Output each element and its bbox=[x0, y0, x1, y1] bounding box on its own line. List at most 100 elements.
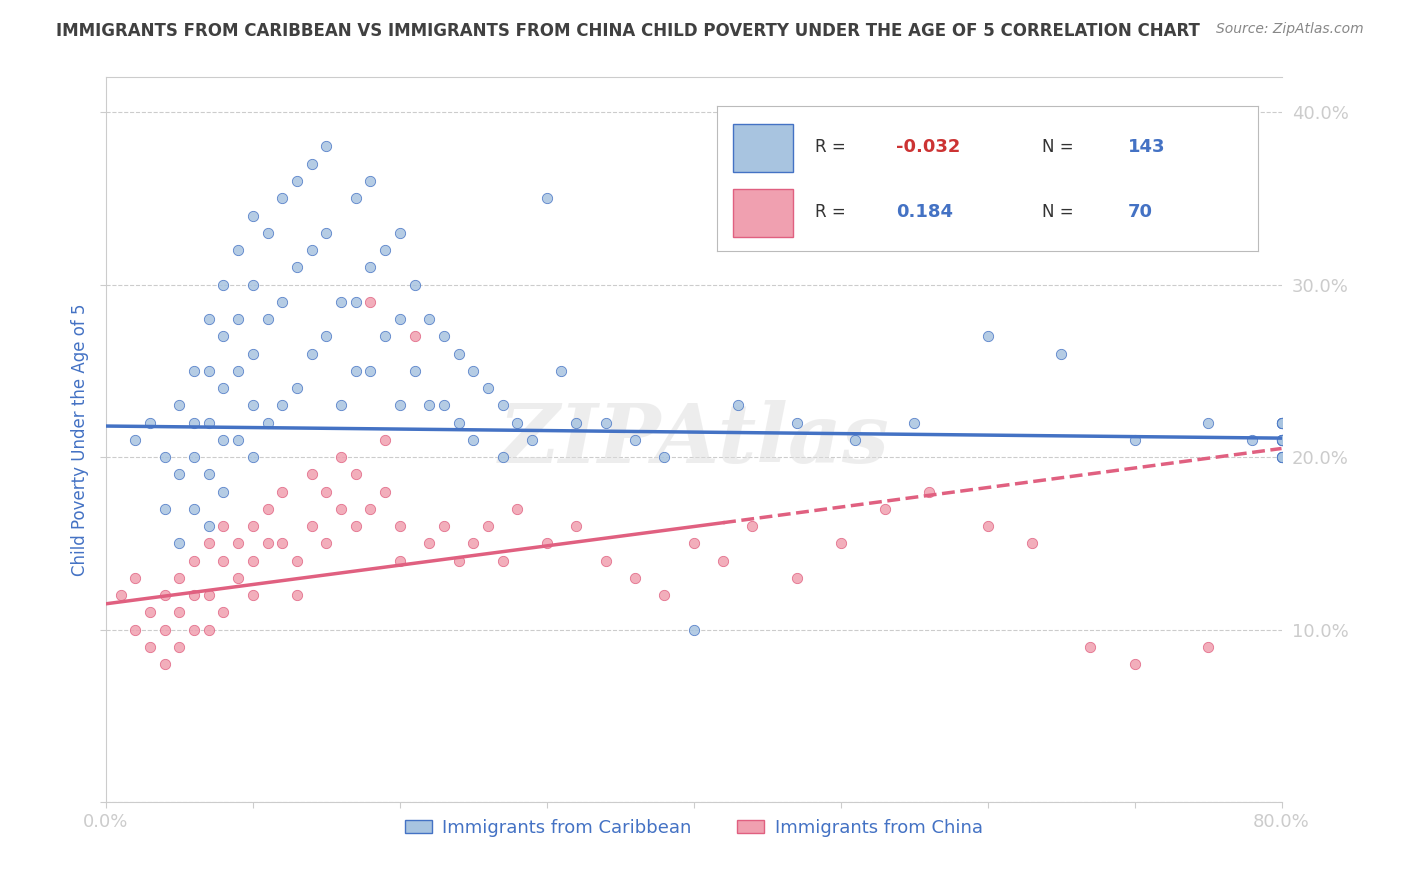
Point bbox=[374, 329, 396, 343]
Point bbox=[256, 226, 278, 240]
Point bbox=[285, 260, 308, 275]
Point bbox=[433, 329, 456, 343]
Point bbox=[359, 294, 381, 309]
Point bbox=[285, 174, 308, 188]
Point bbox=[447, 346, 470, 360]
Point bbox=[1241, 433, 1264, 447]
Point bbox=[183, 450, 205, 464]
Point bbox=[404, 277, 426, 292]
Point bbox=[242, 398, 264, 412]
Point bbox=[169, 571, 191, 585]
Point bbox=[359, 364, 381, 378]
Point bbox=[492, 398, 515, 412]
Point bbox=[344, 519, 367, 533]
Point bbox=[169, 606, 191, 620]
Point bbox=[404, 329, 426, 343]
Point bbox=[330, 294, 353, 309]
Point bbox=[447, 554, 470, 568]
Point bbox=[1270, 433, 1292, 447]
Point bbox=[463, 364, 485, 378]
Point bbox=[169, 536, 191, 550]
Point bbox=[212, 519, 235, 533]
Point bbox=[212, 381, 235, 395]
Point bbox=[256, 416, 278, 430]
Point bbox=[1270, 416, 1292, 430]
Point bbox=[344, 364, 367, 378]
Point bbox=[418, 312, 440, 326]
Point bbox=[1270, 433, 1292, 447]
Point bbox=[536, 536, 558, 550]
Point bbox=[1270, 450, 1292, 464]
Point bbox=[315, 536, 337, 550]
Point bbox=[226, 571, 249, 585]
Point bbox=[315, 329, 337, 343]
Point bbox=[624, 571, 647, 585]
Point bbox=[433, 519, 456, 533]
Point bbox=[1050, 346, 1073, 360]
Point bbox=[1080, 640, 1102, 654]
Point bbox=[242, 554, 264, 568]
Point bbox=[226, 536, 249, 550]
Point bbox=[301, 519, 323, 533]
Point bbox=[1270, 433, 1292, 447]
Point bbox=[197, 312, 219, 326]
Point bbox=[976, 329, 998, 343]
Point bbox=[374, 433, 396, 447]
Point bbox=[139, 606, 162, 620]
Point bbox=[242, 346, 264, 360]
Point bbox=[242, 450, 264, 464]
Point bbox=[169, 640, 191, 654]
Point bbox=[110, 588, 132, 602]
Point bbox=[183, 554, 205, 568]
Point bbox=[388, 312, 411, 326]
Point bbox=[565, 416, 588, 430]
Point bbox=[595, 554, 617, 568]
Point bbox=[1270, 450, 1292, 464]
Point bbox=[595, 416, 617, 430]
Point bbox=[183, 588, 205, 602]
Point bbox=[976, 519, 998, 533]
Point bbox=[271, 536, 294, 550]
Point bbox=[404, 364, 426, 378]
Point bbox=[212, 606, 235, 620]
Point bbox=[786, 416, 808, 430]
Point bbox=[212, 433, 235, 447]
Point bbox=[315, 139, 337, 153]
Point bbox=[418, 398, 440, 412]
Point bbox=[1021, 536, 1043, 550]
Point bbox=[1270, 450, 1292, 464]
Point bbox=[374, 484, 396, 499]
Point bbox=[1270, 416, 1292, 430]
Point bbox=[124, 433, 146, 447]
Point bbox=[565, 519, 588, 533]
Point bbox=[242, 519, 264, 533]
Point bbox=[1270, 416, 1292, 430]
Point bbox=[330, 501, 353, 516]
Point bbox=[242, 209, 264, 223]
Point bbox=[447, 416, 470, 430]
Point bbox=[153, 501, 176, 516]
Point bbox=[301, 157, 323, 171]
Point bbox=[226, 312, 249, 326]
Point bbox=[1270, 433, 1292, 447]
Point bbox=[183, 501, 205, 516]
Point bbox=[226, 433, 249, 447]
Point bbox=[169, 398, 191, 412]
Point bbox=[374, 243, 396, 257]
Point bbox=[139, 640, 162, 654]
Point bbox=[1270, 450, 1292, 464]
Point bbox=[388, 226, 411, 240]
Point bbox=[226, 243, 249, 257]
Point bbox=[1123, 657, 1146, 672]
Point bbox=[242, 588, 264, 602]
Point bbox=[550, 364, 572, 378]
Point bbox=[256, 501, 278, 516]
Point bbox=[477, 519, 499, 533]
Point bbox=[124, 623, 146, 637]
Point bbox=[1197, 416, 1219, 430]
Point bbox=[197, 519, 219, 533]
Point bbox=[359, 260, 381, 275]
Text: ZIPAtlas: ZIPAtlas bbox=[498, 400, 889, 480]
Point bbox=[1270, 433, 1292, 447]
Point bbox=[918, 484, 941, 499]
